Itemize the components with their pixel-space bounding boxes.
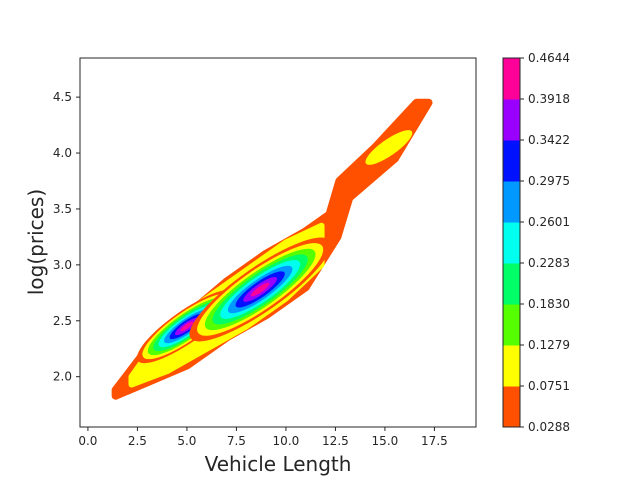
y-tick-label: 2.5 [53, 314, 72, 328]
colorbar-segment [503, 386, 520, 428]
colorbar-segment [503, 222, 520, 264]
x-tick-label: 17.5 [421, 434, 448, 448]
colorbar-segment [503, 99, 520, 141]
y-tick-label: 2.0 [53, 370, 72, 384]
peak-upper-band [365, 130, 413, 165]
colorbar-tick-label: 0.1830 [528, 297, 570, 311]
y-tick-label: 3.0 [53, 258, 72, 272]
colorbar-tick-label: 0.3422 [528, 133, 570, 147]
colorbar-segment [503, 263, 520, 305]
x-tick-label: 0.0 [78, 434, 97, 448]
x-axis-label: Vehicle Length [205, 452, 352, 476]
density-contours [111, 98, 433, 400]
x-axis-ticks: 0.0 2.5 5.0 7.5 10.0 12.5 15.0 17.5 [78, 427, 448, 448]
y-axis-label: log(prices) [24, 189, 48, 295]
colorbar-segment [503, 140, 520, 182]
colorbar-tick-label: 0.2283 [528, 256, 570, 270]
peak-right-band [250, 282, 270, 297]
y-axis-ticks: 2.0 2.5 3.0 3.5 4.0 4.5 [53, 90, 80, 384]
colorbar-tick-label: 0.4644 [528, 51, 570, 65]
x-tick-label: 12.5 [322, 434, 349, 448]
plot-frame [79, 57, 477, 428]
colorbar-tick-label: 0.2601 [528, 215, 570, 229]
colorbar-segment [503, 181, 520, 223]
y-tick-label: 4.0 [53, 146, 72, 160]
colorbar-tick-label: 0.3918 [528, 92, 570, 106]
colorbar-segment [503, 58, 520, 100]
x-tick-label: 2.5 [128, 434, 147, 448]
y-tick-label: 4.5 [53, 90, 72, 104]
y-tick-label: 3.5 [53, 202, 72, 216]
colorbar: 0.0288 0.0751 0.1279 0.1830 0.2283 0.2601 0.29… [502, 51, 570, 434]
colorbar-tick-label: 0.0288 [528, 420, 570, 434]
colorbar-tick-label: 0.2975 [528, 174, 570, 188]
x-tick-label: 15.0 [372, 434, 399, 448]
colorbar-tick-label: 0.1279 [528, 338, 570, 352]
colorbar-segment [503, 304, 520, 346]
colorbar-tick-label: 0.0751 [528, 379, 570, 393]
colorbar-segment [503, 345, 520, 387]
colorbar-frame [502, 57, 521, 428]
peak-left-band [180, 321, 194, 332]
x-tick-label: 7.5 [227, 434, 246, 448]
x-tick-label: 5.0 [177, 434, 196, 448]
x-tick-label: 10.0 [273, 434, 300, 448]
